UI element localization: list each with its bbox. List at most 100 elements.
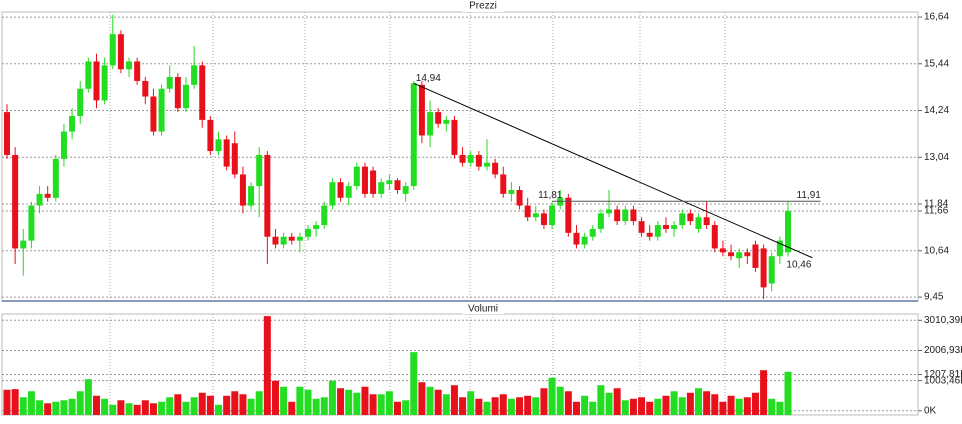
- candle-body: [69, 115, 76, 132]
- volume-bar: [11, 389, 19, 415]
- candle-body: [248, 186, 255, 206]
- y-tick-label: 1003,46K: [924, 375, 962, 386]
- y-tick-label: 10,64: [924, 245, 949, 256]
- volume-bar: [524, 395, 532, 415]
- volume-bar: [459, 397, 467, 415]
- volume-bar: [711, 394, 719, 415]
- volume-bar: [166, 397, 174, 415]
- volume-bar: [629, 398, 637, 415]
- volume-bar: [239, 394, 247, 415]
- candle-body: [565, 197, 572, 233]
- y-tick-label: 11,84: [924, 199, 949, 210]
- volume-bar: [60, 400, 68, 415]
- candle-body: [174, 77, 181, 109]
- title-bg: [462, 1, 504, 12]
- volume-bar: [92, 395, 100, 415]
- candle-body: [785, 211, 791, 253]
- candle-body: [191, 65, 198, 85]
- annotation: 14,94: [416, 73, 441, 84]
- volume-bar: [223, 395, 231, 415]
- candle-body: [475, 154, 482, 167]
- volume-bar: [158, 401, 166, 415]
- candle-body: [687, 213, 694, 222]
- candle-body: [370, 170, 377, 194]
- volume-bar: [36, 400, 44, 415]
- volume-bar: [288, 401, 296, 415]
- candle-body: [305, 228, 312, 237]
- candle-body: [654, 225, 661, 237]
- candle-body: [744, 252, 751, 257]
- volume-bar: [507, 398, 515, 415]
- y-tick-label: 11,66: [924, 206, 949, 217]
- candle-body: [158, 88, 165, 132]
- candle-body: [752, 244, 759, 268]
- candle-body: [622, 209, 629, 222]
- chart-title: Prezzi: [469, 1, 497, 12]
- candle-body: [679, 213, 686, 226]
- candle-body: [134, 61, 141, 81]
- candle-body: [711, 225, 718, 249]
- y-tick-label: 14,24: [924, 105, 949, 116]
- volume-bar: [743, 397, 751, 415]
- volume-bar: [670, 391, 678, 415]
- volume-bar: [19, 397, 27, 415]
- y-tick-label: 15,44: [924, 58, 949, 69]
- volume-bar: [52, 401, 60, 415]
- candle-body: [142, 80, 149, 97]
- candle-body: [223, 139, 230, 167]
- volume-bar: [646, 401, 654, 415]
- volume-bar: [255, 391, 263, 415]
- candle-body: [12, 154, 19, 249]
- candle-body: [776, 240, 783, 257]
- volume-bar: [450, 385, 458, 415]
- candle-body: [394, 180, 401, 190]
- volume-bar: [703, 391, 711, 415]
- volume-bar: [231, 391, 239, 415]
- volume-bar: [101, 398, 109, 415]
- volume-bar: [190, 397, 198, 415]
- volume-bar: [499, 394, 507, 415]
- candle-body: [337, 182, 344, 198]
- candle-body: [435, 112, 442, 124]
- candle-body: [540, 213, 547, 226]
- volume-bar: [735, 398, 743, 415]
- candle-body: [93, 61, 100, 101]
- chart-title: Volumi: [468, 304, 498, 315]
- volume-bar: [117, 400, 125, 415]
- volume-bar: [597, 385, 605, 415]
- y-tick-label: 1207,81K: [924, 369, 962, 380]
- candle-body: [4, 112, 10, 155]
- candle-body: [85, 61, 92, 89]
- volume-bar: [605, 392, 613, 415]
- volume-bar: [76, 391, 84, 415]
- candle-body: [695, 217, 702, 229]
- volume-bar: [719, 401, 727, 415]
- y-tick-label: 2006,93K: [924, 345, 962, 356]
- volume-bar: [271, 380, 279, 415]
- volume-bar: [548, 377, 556, 415]
- candle-body: [719, 248, 726, 253]
- volume-bar: [394, 401, 401, 415]
- volume-bar: [418, 382, 426, 415]
- volume-bar: [483, 401, 491, 415]
- candle-body: [256, 154, 263, 187]
- candle-body: [532, 213, 539, 218]
- candle-body: [760, 248, 767, 288]
- volume-bar: [686, 392, 694, 415]
- volume-bar: [353, 392, 361, 415]
- candle-body: [215, 139, 222, 152]
- candle-body: [378, 182, 385, 194]
- candle-body: [516, 189, 523, 206]
- volume-bar: [727, 395, 735, 415]
- candle-body: [126, 61, 133, 70]
- candle-body: [427, 112, 434, 136]
- volume-bar: [678, 397, 686, 415]
- volume-bar: [581, 395, 589, 415]
- volume-bar: [361, 386, 369, 415]
- candle-body: [467, 154, 474, 163]
- volume-bar: [491, 397, 499, 415]
- candle-body: [109, 34, 116, 66]
- trendline: [413, 82, 813, 259]
- volume-bar: [84, 379, 92, 415]
